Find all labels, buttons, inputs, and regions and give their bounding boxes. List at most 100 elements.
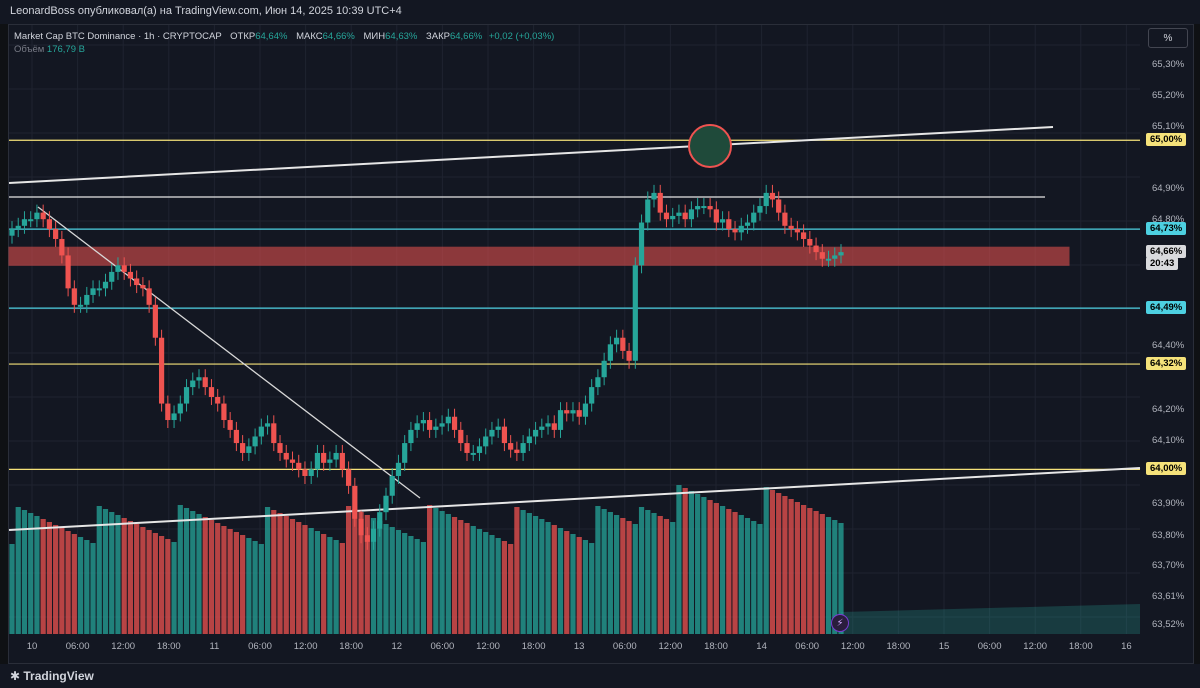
candle-body <box>607 344 613 361</box>
price-tick-label: 63,70% <box>1152 560 1185 571</box>
volume-bar <box>127 521 134 634</box>
percent-scale-button[interactable]: % <box>1148 28 1188 48</box>
price-tick-label: 65,20% <box>1152 90 1185 101</box>
volume-bar <box>763 487 769 634</box>
volume-bar <box>109 512 115 634</box>
symbol-name[interactable]: Market Cap BTC Dominance · 1h · CRYPTOCA… <box>14 31 222 42</box>
volume-bar <box>744 518 751 634</box>
lower-trendline <box>8 467 1141 531</box>
candle-body <box>283 452 289 460</box>
high-value: 64,66% <box>322 31 355 42</box>
candle-body <box>302 469 308 476</box>
candle-body <box>115 265 121 272</box>
close-value: 64,66% <box>449 31 483 42</box>
candle-body <box>408 429 414 444</box>
upper-trendline <box>8 126 1054 184</box>
volume-bar <box>171 542 177 634</box>
price-level-tag[interactable]: 64,49% <box>1146 301 1187 315</box>
volume-bar <box>140 527 146 634</box>
candle-body <box>258 426 264 437</box>
price-tick-label: 64,40% <box>1152 340 1185 351</box>
volume-bar <box>289 519 296 634</box>
candle-body <box>402 443 408 463</box>
volume-bar <box>595 506 601 634</box>
volume-bar <box>321 534 327 634</box>
candle-body <box>165 403 171 421</box>
candle-body <box>813 245 819 253</box>
price-level-tag[interactable]: 65,00% <box>1146 133 1187 147</box>
candle-body <box>177 403 183 414</box>
volume-bar <box>433 508 439 634</box>
candle-body <box>77 304 84 307</box>
candle-body <box>838 252 844 256</box>
volume-bar <box>152 533 158 634</box>
candle-body <box>551 423 557 430</box>
candle-body <box>53 229 59 239</box>
candle-body <box>21 219 28 226</box>
candle-body <box>638 222 645 266</box>
candle-body <box>713 209 719 223</box>
candle-body <box>65 255 71 289</box>
candle-body <box>751 212 757 223</box>
candle-body <box>215 396 221 404</box>
price-level-tag[interactable]: 64,32% <box>1146 357 1187 371</box>
time-tick-label: 18:00 <box>521 641 546 652</box>
volume-bar <box>732 512 738 634</box>
volume-bar <box>65 531 71 634</box>
candle-body <box>744 222 751 226</box>
time-tick-label: 12:00 <box>1023 641 1048 652</box>
candle-body <box>208 387 215 397</box>
volume-label: Объём <box>14 44 45 55</box>
candle-body <box>595 377 601 388</box>
volume-bar <box>514 507 520 634</box>
volume-bar <box>663 519 670 634</box>
time-tick-label: 10 <box>26 641 38 652</box>
candle-body <box>15 225 21 230</box>
volume-bar <box>40 519 46 634</box>
candle-body <box>289 459 296 463</box>
low-value: 64,63% <box>385 31 418 42</box>
candle-body <box>28 219 34 222</box>
volume-bar <box>377 521 383 634</box>
volume-bar <box>339 543 345 634</box>
candle-body <box>59 238 65 256</box>
volume-bar <box>788 499 794 634</box>
volume-bar <box>9 544 15 634</box>
volume-bar <box>190 511 196 634</box>
candle-body <box>501 426 508 444</box>
price-tick-label: 63,90% <box>1152 498 1185 509</box>
volume-bar <box>277 513 283 634</box>
price-tick-label: 63,80% <box>1152 530 1185 541</box>
price-level-tag[interactable]: 64,66% <box>1146 245 1187 259</box>
time-tick-label: 16 <box>1121 641 1132 652</box>
volume-bar <box>53 525 59 634</box>
volume-bar <box>607 512 613 634</box>
volume-bar <box>71 534 77 634</box>
candle-body <box>520 443 526 453</box>
price-level-tag[interactable]: 64,73% <box>1146 222 1187 236</box>
volume-bar <box>165 539 171 634</box>
candle-body <box>445 416 451 424</box>
time-tick-label: 06:00 <box>612 641 637 652</box>
time-tick-label: 15 <box>938 641 950 652</box>
candle-body <box>688 209 695 220</box>
flash-icon[interactable]: ⚡ <box>831 614 849 632</box>
candle-body <box>377 512 383 529</box>
volume-bar <box>707 500 713 634</box>
volume-bar <box>470 526 476 634</box>
volume-bar <box>115 515 121 634</box>
price-level-tag[interactable]: 64,00% <box>1146 462 1187 476</box>
volume-bar <box>582 540 589 634</box>
candle-body <box>90 288 96 295</box>
volume-bar <box>825 517 832 634</box>
candle-body <box>651 192 657 200</box>
tradingview-logo[interactable]: ✱ TradingView <box>10 669 94 683</box>
candle-body <box>96 288 102 291</box>
price-level-tag[interactable]: 20:43 <box>1146 256 1179 270</box>
price-tick-label: 64,20% <box>1152 404 1185 415</box>
time-tick-label: 06:00 <box>248 641 272 652</box>
volume-bar <box>345 506 352 634</box>
candle-body <box>134 278 140 286</box>
volume-bar <box>813 511 819 634</box>
